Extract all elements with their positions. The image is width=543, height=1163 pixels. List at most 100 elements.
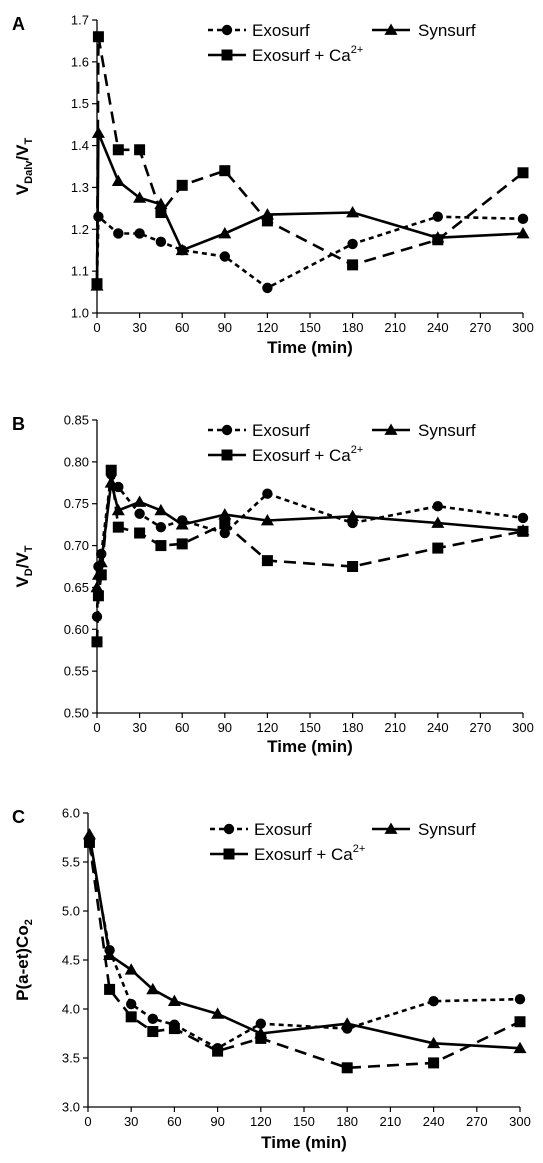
data-point <box>517 213 529 225</box>
y-axis-label: VDalv/VT <box>13 138 34 196</box>
legend-label-exosurf: Exosurf <box>252 421 310 440</box>
data-point <box>95 569 107 581</box>
data-point <box>211 1007 225 1019</box>
chart-panel-b: B 0.50 0.55 0.60 0.65 0.70 0.75 0.80 0.85 0 30 60 90… <box>12 413 534 757</box>
x-tick-label: 90 <box>218 720 232 735</box>
data-point <box>147 1013 158 1024</box>
data-point <box>428 995 439 1007</box>
data-point <box>134 508 145 519</box>
y-axis-label: VD/VT <box>13 545 34 587</box>
data-point <box>347 238 358 250</box>
data-point <box>514 1016 526 1028</box>
data-point <box>168 1023 180 1035</box>
panel-letter: B <box>12 414 25 434</box>
data-point <box>133 495 147 507</box>
legend-label-exosurf-ca: Exosurf + Ca2+ <box>252 444 363 465</box>
x-tick-label: 90 <box>218 320 232 335</box>
series-square <box>91 31 529 290</box>
data-point <box>155 207 167 219</box>
legend-label-exosurf-ca: Exosurf + Ca2+ <box>252 44 363 65</box>
data-point <box>517 525 529 537</box>
legend-label-synsurf: Synsurf <box>418 421 476 440</box>
x-tick-label: 180 <box>336 1114 358 1129</box>
y-tick-label: 0.75 <box>64 496 89 511</box>
data-point <box>340 1017 354 1029</box>
data-point <box>513 1041 527 1054</box>
x-tick-label: 300 <box>512 720 534 735</box>
data-point <box>176 179 188 191</box>
data-point <box>262 282 273 294</box>
data-point <box>91 126 105 138</box>
chart-panel-c: C 3.0 3.5 4.0 4.5 5.0 5.5 6.0 0 30 60 90 120 150 180 21… <box>12 806 531 1153</box>
legend: Exosurf Synsurf Exosurf + Ca2+ <box>208 421 476 465</box>
data-point <box>428 1057 440 1069</box>
legend-exosurf-swatch-marker <box>221 424 233 436</box>
series-line <box>95 215 524 290</box>
x-tick-label: 270 <box>466 1114 488 1129</box>
data-point <box>134 527 146 539</box>
data-point <box>261 215 273 227</box>
x-tick-label: 210 <box>384 720 406 735</box>
x-axis-label: Time (min) <box>267 338 353 357</box>
x-tick-label: 60 <box>167 1114 181 1129</box>
data-point <box>104 983 116 995</box>
data-point <box>432 542 444 554</box>
data-point <box>219 527 230 539</box>
data-point <box>112 144 124 156</box>
y-tick-label: 0.65 <box>64 580 89 595</box>
data-point <box>517 167 529 179</box>
data-point <box>255 1018 266 1029</box>
x-tick-label: 90 <box>210 1114 224 1129</box>
data-point <box>346 206 360 218</box>
data-point <box>347 259 359 271</box>
data-point <box>154 503 168 516</box>
y-tick-label: 1.0 <box>71 306 89 321</box>
series-line <box>88 834 521 1050</box>
y-axis-label: P(a-et)Co2 <box>13 919 34 1001</box>
data-point <box>105 464 117 476</box>
data-point <box>113 228 124 239</box>
x-tick-label: 0 <box>84 1114 91 1129</box>
series-square <box>83 836 526 1074</box>
x-tick-label: 60 <box>175 720 189 735</box>
x-tick-label: 300 <box>512 320 534 335</box>
chart-panel-a: A 1.0 1.1 1.2 1.3 1.4 1.5 1.6 1.7 0 30 60 90 120 150 18… <box>12 13 534 358</box>
data-point <box>91 278 103 290</box>
data-point <box>176 538 188 550</box>
data-point <box>432 234 444 246</box>
x-tick-label: 150 <box>299 720 321 735</box>
panel-letter: C <box>12 807 25 827</box>
x-tick-label: 120 <box>257 720 279 735</box>
data-point <box>427 1036 441 1049</box>
x-axis-label: Time (min) <box>267 737 353 756</box>
data-point <box>155 236 167 248</box>
data-point <box>125 1011 137 1023</box>
legend-synsurf-swatch-marker <box>384 423 398 435</box>
x-tick-label: 180 <box>342 720 364 735</box>
data-point <box>212 1045 224 1057</box>
data-point <box>146 982 160 995</box>
data-point <box>431 516 445 528</box>
x-tick-label: 0 <box>93 320 100 335</box>
data-point <box>82 828 96 840</box>
data-point <box>90 580 104 593</box>
data-point <box>219 251 230 262</box>
y-tick-label: 4.0 <box>62 1002 80 1017</box>
y-tick-label: 0.50 <box>64 706 89 721</box>
data-point <box>219 518 231 530</box>
y-tick-label: 1.6 <box>71 54 89 69</box>
data-point <box>133 191 147 203</box>
series-line <box>95 481 524 588</box>
y-tick-label: 5.0 <box>62 904 80 919</box>
data-point <box>219 165 231 177</box>
legend-exosurf-ca-swatch-marker <box>223 848 235 860</box>
y-tick-label: 1.1 <box>71 264 89 279</box>
x-tick-label: 150 <box>293 1114 315 1129</box>
data-point <box>155 521 167 533</box>
y-tick-label: 4.5 <box>62 953 80 968</box>
data-point <box>262 488 273 499</box>
legend-label-synsurf: Synsurf <box>418 21 476 40</box>
data-point <box>92 590 104 602</box>
data-point <box>147 1026 159 1038</box>
